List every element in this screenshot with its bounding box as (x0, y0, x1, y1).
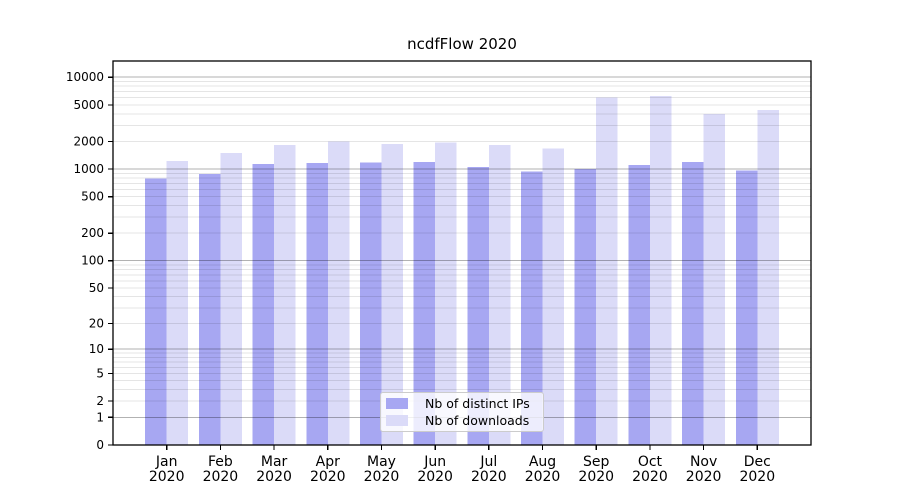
bar-downloads (166, 160, 189, 445)
bar-distinct-ips (145, 178, 167, 446)
legend-label-downloads: Nb of downloads (425, 413, 530, 428)
x-tick-label-year: 2020 (310, 469, 346, 485)
x-tick-label-month: Jul (479, 454, 497, 470)
y-tick-label: 2000 (73, 134, 104, 148)
bar-distinct-ips (628, 164, 650, 446)
x-tick-label-month: Oct (638, 454, 663, 470)
bar-distinct-ips (467, 166, 489, 445)
x-tick-label-month: Dec (744, 454, 771, 470)
x-tick-label-month: Apr (316, 454, 340, 470)
bar-distinct-ips (574, 169, 597, 445)
x-tick-label-month: Mar (261, 454, 288, 470)
x-tick-label-year: 2020 (417, 469, 453, 485)
y-tick-label: 1 (96, 410, 104, 424)
x-tick-label-year: 2020 (256, 469, 292, 485)
x-tick-label-year: 2020 (203, 469, 239, 485)
legend-swatch-downloads (386, 415, 408, 426)
bar-downloads (327, 141, 350, 445)
x-tick-label-year: 2020 (471, 469, 507, 485)
x-tick-label-month: Sep (583, 454, 610, 470)
axes-border (112, 60, 812, 446)
y-tick-label: 5000 (73, 98, 104, 112)
bar-distinct-ips (735, 170, 758, 445)
legend-item-distinct-ips: Nb of distinct IPs (386, 395, 537, 412)
x-tick-label-month: May (367, 454, 396, 470)
y-tick-label: 10000 (66, 70, 104, 84)
y-tick-label: 500 (81, 190, 104, 204)
y-tick-label: 50 (89, 281, 104, 295)
y-tick-label: 200 (81, 226, 104, 240)
x-tick-label-year: 2020 (739, 469, 775, 485)
legend-swatch-distinct-ips (386, 398, 408, 409)
legend: Nb of distinct IPs Nb of downloads (380, 392, 544, 432)
bar-downloads (274, 145, 296, 445)
y-tick-label: 10 (89, 342, 104, 356)
y-tick-label: 0 (96, 438, 104, 452)
legend-item-downloads: Nb of downloads (386, 412, 537, 429)
x-tick-label-year: 2020 (364, 469, 400, 485)
y-tick-label: 20 (89, 316, 104, 330)
bar-downloads (596, 97, 618, 445)
x-tick-label-year: 2020 (686, 469, 722, 485)
bar-downloads (703, 113, 726, 445)
bar-distinct-ips (682, 162, 704, 445)
bar-distinct-ips (252, 164, 275, 445)
bar-distinct-ips (413, 162, 436, 445)
x-tick-label-year: 2020 (149, 469, 185, 485)
bar-downloads (649, 95, 672, 446)
y-tick-label: 2 (96, 394, 104, 408)
legend-label-distinct-ips: Nb of distinct IPs (425, 396, 530, 411)
y-tick-label: 1000 (73, 162, 104, 176)
x-tick-label-year: 2020 (578, 469, 614, 485)
bar-downloads (381, 143, 403, 445)
bar-distinct-ips (306, 162, 328, 445)
x-tick-label-month: Aug (529, 454, 556, 470)
bar-downloads (220, 153, 242, 445)
bar-distinct-ips (198, 174, 221, 445)
x-tick-label-month: Feb (208, 454, 233, 470)
bar-distinct-ips (359, 162, 382, 446)
x-tick-label-year: 2020 (525, 469, 561, 485)
x-tick-label-month: Jan (155, 454, 178, 470)
bar-downloads (542, 148, 565, 445)
x-tick-label-month: Jun (423, 454, 446, 470)
y-tick-label: 100 (81, 254, 104, 268)
chart-title: ncdfFlow 2020 (407, 35, 517, 53)
bar-distinct-ips (521, 171, 543, 445)
bar-downloads (488, 144, 511, 445)
x-tick-label-month: Nov (690, 454, 717, 470)
x-tick-label-year: 2020 (632, 469, 668, 485)
y-tick-label: 5 (96, 366, 104, 380)
bar-downloads (757, 109, 779, 446)
bar-downloads (435, 142, 457, 445)
